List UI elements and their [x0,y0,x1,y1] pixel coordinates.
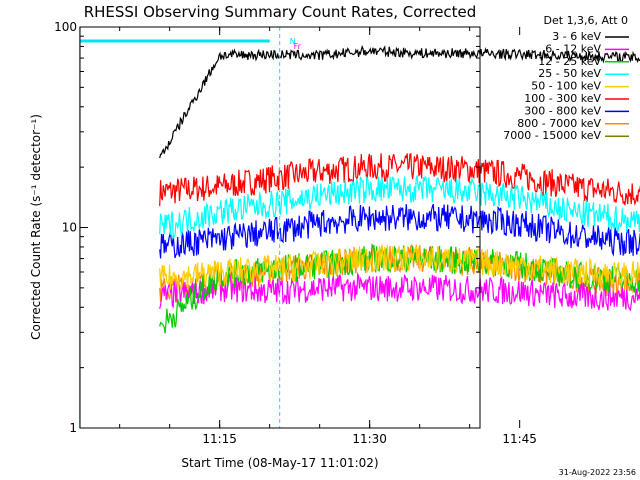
annotation: N [290,37,296,46]
chart-title: RHESSI Observing Summary Count Rates, Co… [84,3,477,21]
y-tick-label: 10 [62,221,77,235]
legend-title: Det 1,3,6, Att 0 [544,14,628,27]
x-tick-label: 11:15 [202,432,237,446]
series-line [159,44,640,159]
y-tick-label: 1 [69,421,77,435]
legend-label: 800 - 7000 keV [517,117,601,130]
x-tick-label: 11:30 [352,432,387,446]
legend-label: 12 - 25 keV [538,55,601,68]
legend-label: 100 - 300 keV [524,92,601,105]
x-tick-label: 11:45 [502,432,537,446]
series-line [159,203,640,259]
legend-label: 7000 - 15000 keV [503,129,601,142]
legend-label: 3 - 6 keV [552,30,601,43]
plot-data-area [159,44,640,334]
series-line [159,152,640,207]
series-line [159,271,640,311]
series-line [159,244,640,291]
legend-label: 50 - 100 keV [531,80,601,93]
y-tick-label: 100 [54,20,77,34]
series-line [159,175,640,240]
y-axis-label: Corrected Count Rate (s⁻¹ detector⁻¹) [29,114,43,340]
legend-label: 25 - 50 keV [538,67,601,80]
legend-label: 300 - 800 keV [524,104,601,117]
series-line [159,243,640,334]
annotation: Fr [294,42,302,51]
x-axis-label: Start Time (08-May-17 11:01:02) [181,456,378,470]
footer-date: 31-Aug-2022 23:56 [559,468,636,477]
legend-label: 6 - 12 keV [545,42,601,55]
